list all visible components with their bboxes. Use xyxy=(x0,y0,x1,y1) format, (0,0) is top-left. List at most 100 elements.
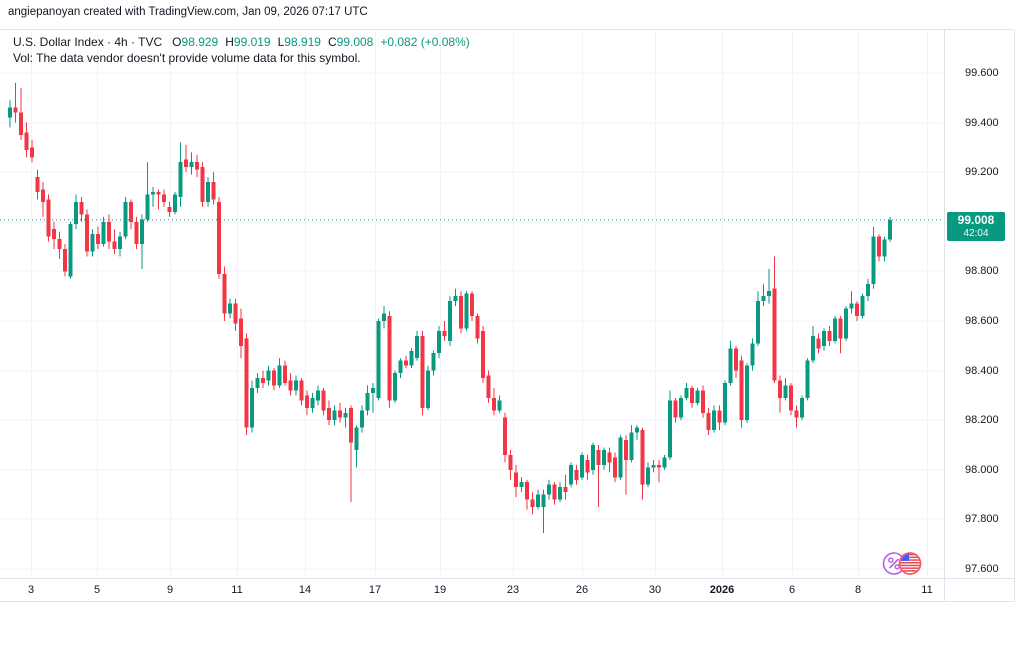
candle-body xyxy=(68,224,73,277)
last-price-badge: 99.008 42:04 xyxy=(947,211,1005,241)
candle-wick xyxy=(625,435,627,495)
candle-body xyxy=(30,147,34,158)
candle-body xyxy=(816,338,821,349)
time-scale-label[interactable]: 5 xyxy=(93,584,101,596)
candle-body xyxy=(712,410,716,431)
candle-body xyxy=(734,348,738,371)
candle-body xyxy=(871,236,876,284)
ohlc-value: 99.008 xyxy=(336,35,374,49)
candle-body xyxy=(382,313,386,321)
candle-body xyxy=(624,440,628,460)
candle-body xyxy=(222,273,227,314)
candle-body xyxy=(635,427,639,433)
candle-body xyxy=(52,229,56,240)
price-scale-label[interactable]: 99.400 xyxy=(965,116,999,129)
price-scale-label[interactable]: 98.200 xyxy=(965,414,999,427)
candle-body xyxy=(321,390,326,411)
candle-body xyxy=(228,303,232,314)
candle-body xyxy=(607,452,612,463)
candle-body xyxy=(827,330,832,341)
candle-body xyxy=(426,370,430,408)
candle-body xyxy=(415,335,419,359)
economic-events-marker[interactable] xyxy=(880,550,926,578)
candle-wick xyxy=(372,383,374,413)
candle-wick xyxy=(15,82,16,123)
candle-body xyxy=(294,380,298,391)
time-scale-label[interactable]: 8 xyxy=(854,584,862,596)
candle-body xyxy=(541,494,546,508)
candle-body xyxy=(277,365,282,386)
candle-body xyxy=(464,293,469,329)
candle-body xyxy=(327,407,331,421)
candle-body xyxy=(184,159,188,168)
candle-body xyxy=(475,316,480,339)
price-scale-label[interactable]: 98.600 xyxy=(965,314,999,327)
time-scale-label[interactable]: 2026 xyxy=(709,584,735,596)
time-scale-label[interactable]: 6 xyxy=(788,584,796,596)
price-scale-label[interactable]: 98.400 xyxy=(965,364,999,377)
candle-body xyxy=(662,457,667,468)
attribution-text: angiepanoyan created with TradingView.co… xyxy=(8,6,368,18)
candle-body xyxy=(547,484,551,495)
candle-body xyxy=(316,390,320,401)
candle-body xyxy=(332,410,337,421)
candle-body xyxy=(756,301,760,344)
time-scale-label[interactable]: 30 xyxy=(648,584,662,596)
time-scale-label[interactable]: 19 xyxy=(433,584,447,596)
candle-body xyxy=(431,353,436,371)
price-scale-label[interactable]: 97.600 xyxy=(965,563,999,576)
candle-body xyxy=(393,373,397,401)
candle-body xyxy=(24,132,29,150)
ohlc-label: H xyxy=(225,35,234,49)
price-scale-label[interactable]: 97.800 xyxy=(965,513,999,526)
candle-body xyxy=(596,449,601,465)
candle-body xyxy=(173,194,177,212)
price-scale-label[interactable]: 99.200 xyxy=(965,166,999,179)
candle-body xyxy=(283,365,287,384)
time-scale-label[interactable]: 23 xyxy=(506,584,520,596)
candle-body xyxy=(679,397,683,418)
time-scale-label[interactable]: 3 xyxy=(27,584,35,596)
candle-body xyxy=(272,370,276,386)
legend: U.S. Dollar Index · 4h · TVC O98.929 H99.0… xyxy=(13,35,470,66)
candle-body xyxy=(657,464,661,468)
time-scale-label[interactable]: 26 xyxy=(575,584,589,596)
price-scale-label[interactable]: 99.600 xyxy=(965,66,999,79)
candle-body xyxy=(640,430,645,485)
candle-body xyxy=(107,221,111,242)
candle-body xyxy=(343,412,348,418)
candle-body xyxy=(261,378,265,384)
candle-body xyxy=(492,397,496,411)
candle-wick xyxy=(658,459,660,483)
candle-body xyxy=(35,177,40,192)
candle-body xyxy=(723,383,727,423)
candle-body xyxy=(772,288,777,381)
candle-body xyxy=(739,360,744,421)
candle-body xyxy=(244,338,249,428)
change-value: +0.082 (+0.08%) xyxy=(380,35,470,49)
candle-body xyxy=(46,199,51,237)
candle-body xyxy=(239,318,243,346)
ohlc-label: C xyxy=(327,35,337,49)
time-scale-label[interactable]: 11 xyxy=(231,584,243,596)
price-scale-label[interactable]: 98.800 xyxy=(965,265,999,278)
candle-body xyxy=(189,162,194,168)
candle-body xyxy=(338,410,342,418)
time-scale-label[interactable]: 14 xyxy=(298,584,312,596)
candle-body xyxy=(57,239,62,250)
candle-body xyxy=(255,378,260,388)
time-scale-label[interactable]: 9 xyxy=(166,584,174,596)
candle-body xyxy=(508,454,513,470)
price-scale-label[interactable]: 98.000 xyxy=(965,463,999,476)
candle-body xyxy=(552,484,557,500)
symbol-title[interactable]: U.S. Dollar Index · 4h · TVC xyxy=(13,35,163,49)
candle-wick xyxy=(185,144,187,173)
time-scale-label[interactable]: 17 xyxy=(368,584,382,596)
candle-body xyxy=(668,400,672,458)
time-scale-label[interactable]: 11 xyxy=(921,584,933,596)
candle-body xyxy=(690,387,694,403)
